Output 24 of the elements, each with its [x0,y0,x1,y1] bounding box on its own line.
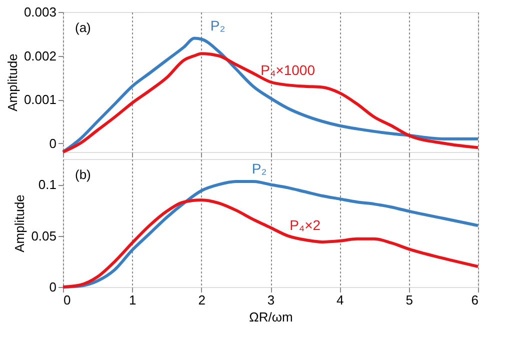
x-tick-label: 4 [336,292,344,308]
y-tick-label: 0 [49,280,56,294]
x-tick-label: 5 [406,292,413,308]
x-tick-label: 1 [129,292,136,308]
y-axis-title: Amplitude [12,194,28,252]
y-tick-label: 0.1 [38,177,56,192]
series-label: P₄×2 [290,216,321,233]
y-tick-label: 0.001 [24,92,56,107]
y-tick-label: 0 [49,136,56,151]
x-axis-title: ΩR/ωm [249,310,293,324]
annotation: (b) [75,167,91,182]
x-tick-label: 6 [471,292,478,308]
x-tick-label: 2 [198,292,206,308]
y-tick-label: 0.002 [24,48,56,64]
x-tick-label: 3 [267,292,275,308]
y-tick-label: 0.05 [31,228,56,244]
y-axis-title: Amplitude [4,54,20,112]
series-label: P₂ [252,160,267,177]
series-label: P₄×1000 [260,62,316,78]
line-series [62,198,480,288]
y-tick-label: 0.003 [24,4,56,20]
annotation: (a) [75,20,91,35]
x-tick-label: 0 [64,292,71,308]
series-label: P₂ [210,17,226,34]
